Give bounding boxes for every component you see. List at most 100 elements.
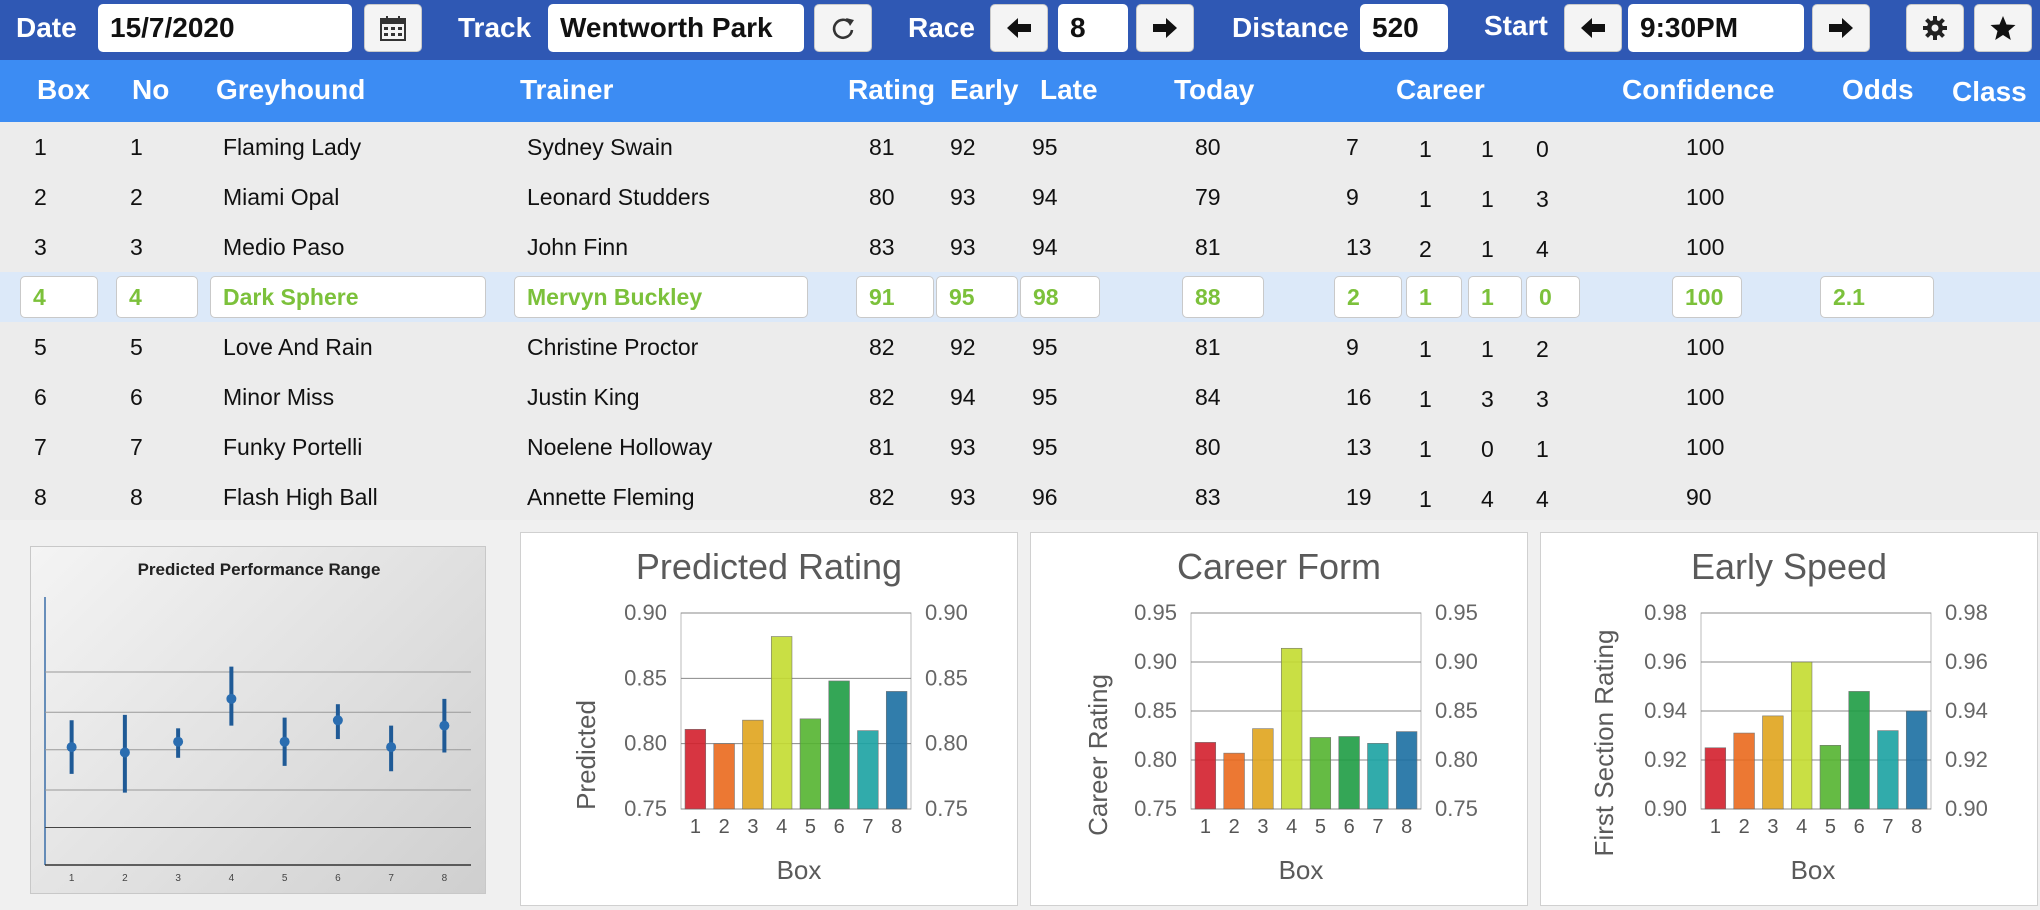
start-next-button[interactable] — [1812, 4, 1870, 52]
cell-confidence: 100 — [1672, 276, 1742, 318]
cell-career-starts: 19 — [1346, 484, 1372, 510]
col-career[interactable]: Career — [1396, 74, 1485, 105]
chart-title: Career Form — [1177, 546, 1381, 587]
col-confidence[interactable]: Confidence — [1622, 74, 1775, 105]
favorite-button[interactable] — [1974, 4, 2032, 52]
table-row[interactable]: 1 1 Flaming Lady Sydney Swain 81 92 95 8… — [0, 124, 2040, 174]
refresh-button[interactable] — [814, 4, 872, 52]
cell-today: 81 — [1195, 234, 1221, 260]
table-row[interactable]: 2 2 Miami Opal Leonard Studders 80 93 94… — [0, 174, 2040, 224]
calendar-button[interactable] — [364, 4, 422, 52]
cell-career-thirds: 0 — [1526, 276, 1580, 318]
date-label: Date — [16, 12, 77, 43]
bar — [799, 718, 822, 810]
track-input[interactable]: Wentworth Park — [548, 4, 804, 52]
x-tick-label: 5 — [805, 816, 816, 838]
x-tick-label: 3 — [1257, 816, 1268, 838]
race-input[interactable]: 8 — [1058, 4, 1128, 52]
cell-trainer: Christine Proctor — [527, 334, 699, 360]
cell-box: 7 — [34, 434, 47, 460]
race-prev-button[interactable] — [990, 4, 1048, 52]
bar — [742, 719, 764, 810]
cell-greyhound: Medio Paso — [223, 234, 345, 260]
y-tick-label: 0.85 — [1134, 698, 1177, 723]
bar — [1309, 737, 1332, 810]
x-tick-label: 7 — [1882, 816, 1893, 838]
col-box[interactable]: Box — [37, 74, 90, 105]
x-tick-label: 5 — [1315, 816, 1326, 838]
table-row[interactable]: 8 8 Flash High Ball Annette Fleming 82 9… — [0, 474, 2040, 524]
col-greyhound[interactable]: Greyhound — [216, 74, 366, 105]
cell-early: 92 — [950, 334, 976, 360]
cell-no: 1 — [130, 134, 143, 160]
table-row[interactable]: 7 7 Funky Portelli Noelene Holloway 81 9… — [0, 424, 2040, 474]
cell-no: 3 — [130, 234, 143, 260]
start-prev-button[interactable] — [1564, 4, 1622, 52]
cell-rating: 81 — [869, 134, 895, 160]
cell-late: 95 — [1032, 334, 1058, 360]
chart-ylabel: Predicted — [571, 700, 601, 810]
cell-career-wins: 1 — [1419, 486, 1432, 512]
x-tick-label: 5 — [1825, 816, 1836, 838]
cell-career-wins: 1 — [1419, 186, 1432, 212]
race-next-button[interactable] — [1136, 4, 1194, 52]
bar — [1877, 730, 1899, 810]
cell-career-seconds: 1 — [1481, 236, 1494, 262]
col-today[interactable]: Today — [1174, 74, 1255, 105]
col-late[interactable]: Late — [1040, 74, 1098, 105]
col-trainer[interactable]: Trainer — [520, 74, 614, 105]
cell-career-starts: 13 — [1346, 434, 1372, 460]
bar — [1252, 728, 1274, 810]
bar — [770, 636, 793, 810]
cell-career-seconds: 3 — [1481, 386, 1494, 412]
bar — [1848, 691, 1870, 810]
cell-career-wins: 1 — [1406, 276, 1462, 318]
settings-button[interactable] — [1906, 4, 1964, 52]
cell-greyhound: Dark Sphere — [210, 276, 486, 318]
chart-title: Predicted Rating — [636, 546, 902, 587]
range-point — [66, 742, 77, 753]
cell-career-wins: 1 — [1419, 436, 1432, 462]
date-input[interactable]: 15/7/2020 — [98, 4, 352, 52]
table-row-selected[interactable]: 4 4 Dark Sphere Mervyn Buckley 91 95 98 … — [0, 272, 2040, 322]
range-point — [173, 736, 184, 747]
cell-box: 4 — [20, 276, 98, 318]
col-no[interactable]: No — [132, 74, 170, 105]
y-tick-label-right: 0.95 — [1435, 600, 1478, 625]
table-row[interactable]: 5 5 Love And Rain Christine Proctor 82 9… — [0, 324, 2040, 374]
range-point — [226, 693, 237, 704]
distance-input[interactable]: 520 — [1360, 4, 1448, 52]
col-class[interactable]: Class — [1952, 76, 2027, 107]
y-tick-label-right: 0.90 — [925, 600, 968, 625]
cell-career-seconds: 1 — [1481, 336, 1494, 362]
cell-early: 93 — [950, 184, 976, 210]
cell-no: 2 — [130, 184, 143, 210]
x-tick-label: 7 — [862, 816, 873, 838]
y-tick-label: 0.90 — [1134, 649, 1177, 674]
y-tick-label: 0.80 — [624, 731, 667, 756]
x-tick-label: 6 — [1344, 816, 1355, 838]
y-tick-label: 0.94 — [1644, 698, 1687, 723]
chart-title: Early Speed — [1691, 546, 1887, 587]
cell-early: 95 — [936, 276, 1018, 318]
y-tick-label-right: 0.92 — [1945, 747, 1988, 772]
bar — [1733, 732, 1755, 810]
cell-rating: 83 — [869, 234, 895, 260]
x-tick-label: 2 — [1739, 816, 1750, 838]
cell-rating: 82 — [869, 484, 895, 510]
x-tick-label: 4 — [1286, 816, 1297, 838]
col-odds[interactable]: Odds — [1842, 74, 1914, 105]
bar — [1790, 661, 1813, 810]
table-row[interactable]: 3 3 Medio Paso John Finn 83 93 94 81 13 … — [0, 224, 2040, 274]
toolbar: Date 15/7/2020 Track Wentworth Park Race… — [0, 0, 2040, 60]
start-time-input[interactable]: 9:30PM — [1628, 4, 1804, 52]
col-rating[interactable]: Rating — [848, 74, 936, 105]
cell-late: 98 — [1020, 276, 1100, 318]
x-tick-label: 4 — [776, 816, 787, 838]
cell-no: 6 — [130, 384, 143, 410]
race-label: Race — [908, 12, 975, 43]
col-early[interactable]: Early — [950, 74, 1019, 105]
y-tick-label: 0.85 — [624, 665, 667, 690]
table-row[interactable]: 6 6 Minor Miss Justin King 82 94 95 84 1… — [0, 374, 2040, 424]
cell-confidence: 100 — [1686, 184, 1725, 210]
